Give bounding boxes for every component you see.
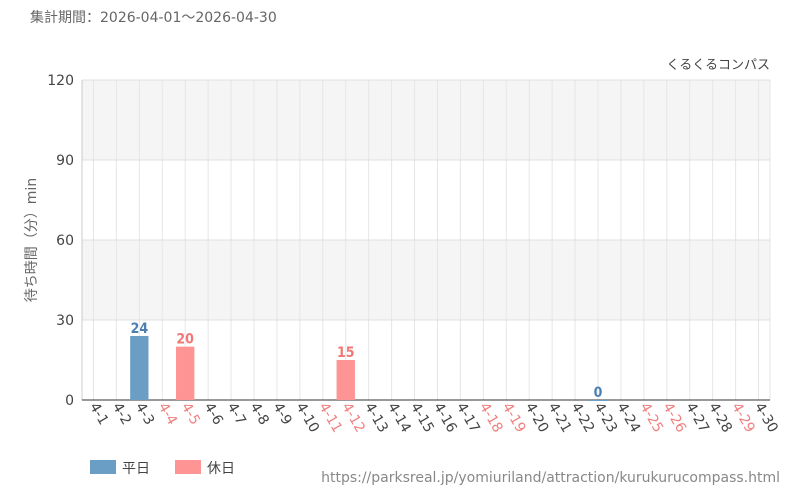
x-tick-label: 4-24 bbox=[613, 400, 643, 436]
data-label: 24 bbox=[131, 321, 149, 337]
x-tick-label: 4-14 bbox=[384, 400, 414, 436]
bar bbox=[588, 400, 608, 401]
x-tick-label: 4-2 bbox=[109, 400, 134, 428]
x-tick-label: 4-28 bbox=[705, 400, 735, 436]
x-tick-label: 4-26 bbox=[659, 400, 689, 436]
y-tick-label: 30 bbox=[56, 313, 74, 329]
x-tick-label: 4-15 bbox=[407, 400, 437, 436]
x-tick-label: 4-18 bbox=[476, 400, 506, 436]
x-tick-label: 4-21 bbox=[545, 400, 575, 436]
x-tick-label: 4-10 bbox=[292, 400, 322, 436]
x-tick-label: 4-19 bbox=[499, 400, 529, 436]
data-label: 15 bbox=[337, 345, 355, 361]
x-tick-label: 4-3 bbox=[132, 400, 157, 428]
legend-swatch bbox=[90, 460, 116, 474]
x-tick-label: 4-13 bbox=[361, 400, 391, 436]
y-tick-label: 120 bbox=[47, 73, 74, 89]
bar bbox=[176, 346, 195, 400]
x-tick-label: 4-30 bbox=[751, 400, 781, 436]
legend-label: 平日 bbox=[122, 461, 150, 477]
x-tick-label: 4-1 bbox=[86, 400, 111, 428]
y-axis-title: 待ち時間（分）min bbox=[24, 178, 40, 302]
x-tick-label: 4-25 bbox=[636, 400, 666, 436]
x-tick-label: 4-27 bbox=[682, 400, 712, 436]
x-tick-label: 4-23 bbox=[591, 400, 621, 436]
y-tick-label: 90 bbox=[56, 153, 74, 169]
bar bbox=[130, 336, 149, 400]
plot-band bbox=[82, 240, 770, 320]
x-tick-label: 4-17 bbox=[453, 400, 483, 436]
x-tick-label: 4-12 bbox=[338, 400, 368, 436]
source-url: https://parksreal.jp/yomiuriland/attract… bbox=[321, 470, 780, 486]
x-tick-label: 4-16 bbox=[430, 400, 460, 436]
x-tick-label: 4-7 bbox=[224, 400, 249, 428]
x-tick-label: 4-22 bbox=[568, 400, 598, 436]
x-tick-label: 4-9 bbox=[269, 400, 294, 428]
legend-label: 休日 bbox=[207, 461, 235, 477]
x-tick-label: 4-6 bbox=[201, 400, 226, 428]
x-tick-label: 4-11 bbox=[315, 400, 345, 436]
y-tick-label: 60 bbox=[56, 233, 74, 249]
bar bbox=[336, 360, 355, 400]
plot-band bbox=[82, 80, 770, 160]
data-label: 0 bbox=[594, 385, 603, 401]
x-tick-label: 4-5 bbox=[178, 400, 203, 428]
x-tick-label: 4-4 bbox=[155, 400, 180, 428]
x-tick-label: 4-8 bbox=[247, 400, 272, 428]
period: 集計期間：2026-04-01～2026-04-30 bbox=[30, 9, 277, 26]
x-tick-label: 4-29 bbox=[728, 400, 758, 436]
legend-swatch bbox=[175, 460, 201, 474]
brand: くるくるコンパス bbox=[667, 58, 770, 73]
y-tick-label: 0 bbox=[65, 393, 74, 409]
data-label: 20 bbox=[176, 332, 194, 348]
x-tick-label: 4-20 bbox=[522, 400, 552, 436]
